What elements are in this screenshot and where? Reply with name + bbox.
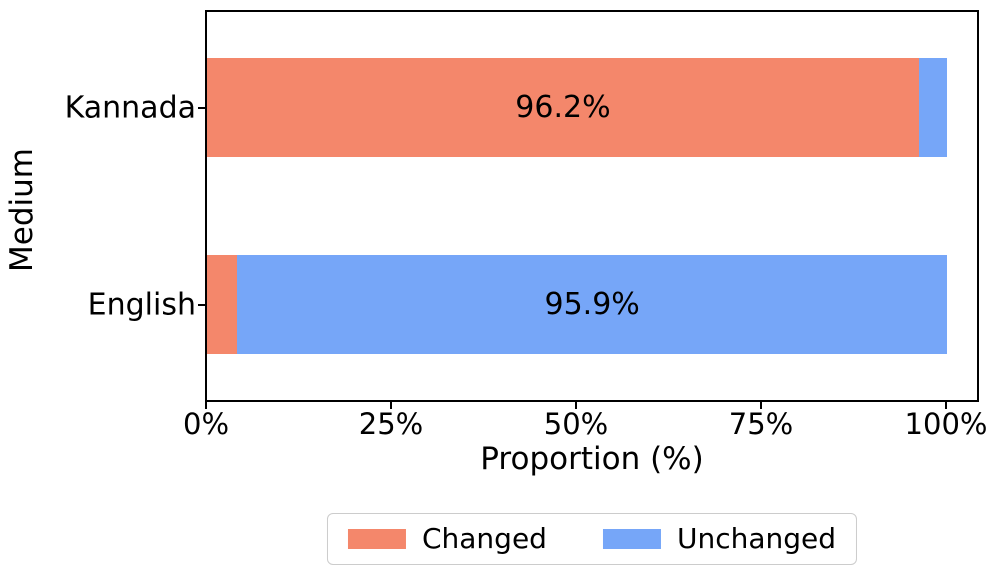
xtick-label-25: 25% xyxy=(358,407,424,441)
xtick-label-75: 75% xyxy=(728,407,794,441)
xtick-mark xyxy=(205,402,207,409)
bar-segment-kannada-unchanged xyxy=(918,58,947,157)
legend-label-changed: Changed xyxy=(421,522,547,555)
xtick-mark xyxy=(945,402,947,409)
bar-segment-kannada-changed: 96.2% xyxy=(207,58,919,157)
legend-item-changed: Changed xyxy=(347,522,547,556)
ytick-mark xyxy=(198,106,205,109)
legend: Changed Unchanged xyxy=(326,513,858,565)
bar-segment-english-changed xyxy=(207,255,238,354)
ytick-label-english: English xyxy=(87,287,196,322)
x-axis-title: Proportion (%) xyxy=(480,441,704,477)
bar-value-label: 96.2% xyxy=(515,90,611,125)
bar-segment-english-unchanged: 95.9% xyxy=(237,255,947,354)
legend-swatch-unchanged xyxy=(602,528,661,549)
bar-value-label: 95.9% xyxy=(544,287,640,322)
ytick-label-kannada: Kannada xyxy=(64,90,196,125)
xtick-label-100: 100% xyxy=(904,407,988,441)
xtick-mark xyxy=(575,402,577,409)
xtick-mark xyxy=(760,402,762,409)
legend-item-unchanged: Unchanged xyxy=(602,522,837,556)
bar-row-english: 95.9% xyxy=(207,255,947,354)
legend-swatch-changed xyxy=(347,528,406,549)
y-axis-title: Medium xyxy=(4,148,40,272)
xtick-label-0: 0% xyxy=(182,407,230,441)
plot-area: 96.2% 95.9% xyxy=(205,10,979,402)
ytick-mark xyxy=(198,303,205,306)
bar-row-kannada: 96.2% xyxy=(207,58,947,157)
xtick-mark xyxy=(390,402,392,409)
bars-layer: 96.2% 95.9% xyxy=(207,12,947,400)
xtick-label-50: 50% xyxy=(543,407,609,441)
legend-label-unchanged: Unchanged xyxy=(676,522,837,555)
